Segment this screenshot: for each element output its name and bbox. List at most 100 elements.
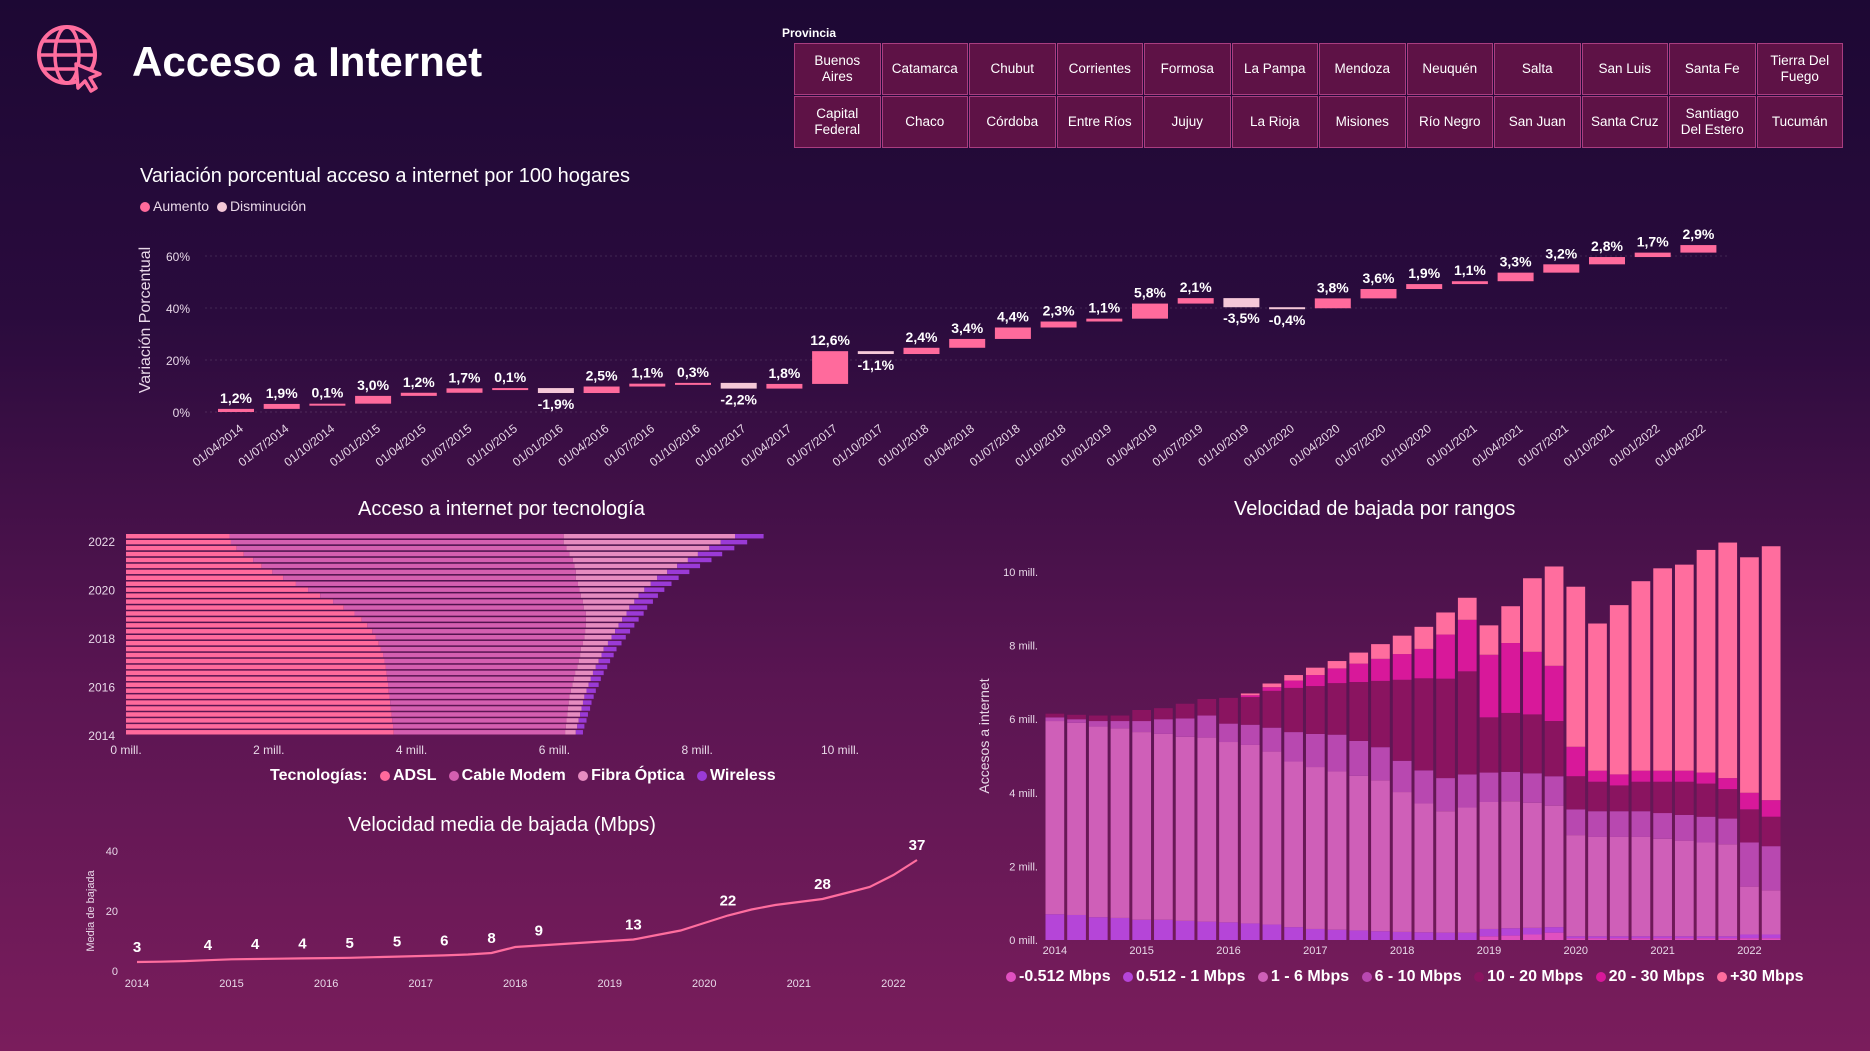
- legend-r6-dot: [1595, 971, 1606, 982]
- province-button[interactable]: Catamarca: [881, 43, 968, 95]
- province-button[interactable]: Buenos Aires: [794, 43, 881, 95]
- tech-bar-segment: [126, 652, 384, 658]
- province-button[interactable]: Río Negro: [1406, 96, 1493, 148]
- waterfall-data-label: 4,4%: [997, 309, 1029, 325]
- speed-bar-segment: [1088, 726, 1108, 918]
- speed-bar-segment: [1067, 914, 1086, 940]
- legend-decrease-dot: [216, 202, 227, 213]
- tech-bar-segment: [320, 593, 581, 598]
- tech-bar-segment: [392, 718, 567, 723]
- tech-bar-segment: [622, 617, 639, 622]
- tech-bar-segment: [577, 581, 651, 586]
- province-button[interactable]: Formosa: [1144, 43, 1231, 95]
- province-button[interactable]: Entre Ríos: [1056, 96, 1143, 148]
- waterfall-data-label: 0,3%: [677, 364, 709, 380]
- waterfall-bar: [1223, 298, 1260, 308]
- province-button[interactable]: La Rioja: [1231, 96, 1318, 148]
- province-button[interactable]: San Juan: [1494, 96, 1581, 148]
- speed-bar-segment: [1284, 680, 1303, 688]
- province-button[interactable]: Santa Cruz: [1581, 96, 1668, 148]
- tech-bar-segment: [126, 658, 385, 664]
- waterfall-chart: Variación Porcentual 0% 20% 40% 60% 1,2% 01/04…: [137, 226, 1730, 469]
- tech-bar-segment: [585, 623, 619, 628]
- waterfall-data-label: 1,2%: [220, 390, 252, 406]
- tech-bar-segment: [378, 640, 583, 646]
- velocity-ylabel: Media de bajada: [85, 869, 97, 951]
- tech-bar-segment: [584, 694, 594, 699]
- speed-bar-segment: [1588, 836, 1607, 937]
- tech-bar-segment: [308, 587, 580, 592]
- province-button[interactable]: Santa Fe: [1669, 43, 1756, 95]
- waterfall-data-label: 0,1%: [311, 385, 343, 401]
- province-button[interactable]: Tierra Del Fuego: [1756, 43, 1843, 95]
- waterfall-bar: [263, 403, 300, 409]
- speed-bar-segment: [1566, 809, 1586, 836]
- speed-bar-segment: [1262, 727, 1282, 752]
- speed-bar-segment: [1718, 938, 1738, 940]
- waterfall-data-label: 1,1%: [1454, 262, 1486, 278]
- tech-bar-segment: [126, 688, 389, 693]
- province-button[interactable]: Chaco: [881, 96, 968, 148]
- tech-bar-segment: [563, 534, 736, 539]
- tech-bar-segment: [126, 587, 309, 592]
- province-button[interactable]: Neuquén: [1406, 43, 1493, 95]
- province-button[interactable]: Capital Federal: [794, 96, 881, 148]
- province-button[interactable]: Chubut: [969, 43, 1056, 95]
- province-button[interactable]: Córdoba: [969, 96, 1056, 148]
- province-button[interactable]: Mendoza: [1319, 43, 1406, 95]
- tech-bar-segment: [261, 563, 575, 569]
- legend-increase-dot: [140, 202, 150, 213]
- tech-bar-segment: [588, 682, 599, 687]
- tech-bar-segment: [393, 724, 566, 729]
- waterfall-data-label: 1,1%: [631, 365, 663, 381]
- tech-bar-segment: [375, 635, 585, 640]
- waterfall-bar: [1589, 257, 1625, 265]
- speed-bar-segment: [1284, 927, 1303, 940]
- tech-xtick: 4 mill.: [396, 743, 427, 757]
- speed-bar-segment: [1761, 846, 1781, 891]
- province-button-label: Buenos Aires: [814, 53, 861, 84]
- tech-bar-segment: [709, 545, 735, 551]
- tech-bar-segment: [735, 534, 764, 539]
- speed-bar-segment: [1240, 923, 1260, 940]
- tech-bar-segment: [126, 623, 368, 628]
- tech-bar-segment: [586, 688, 596, 693]
- province-button[interactable]: Jujuy: [1144, 96, 1231, 148]
- speed-bar-segment: [1566, 938, 1586, 940]
- province-button-label: Río Negro: [1418, 114, 1481, 130]
- province-button[interactable]: Corrientes: [1056, 43, 1143, 95]
- tech-bar-segment: [629, 605, 648, 610]
- tech-bar-segment: [126, 611, 355, 616]
- province-button[interactable]: San Luis: [1581, 43, 1668, 95]
- speed-xtick: 2020: [1564, 945, 1588, 957]
- tech-legend: Tecnologías: ADSL Cable Modem Fibra Ópti…: [270, 767, 776, 785]
- tech-bar-segment: [126, 539, 231, 545]
- speed-xtick: 2019: [1477, 945, 1501, 957]
- speed-bar-segment: [1305, 667, 1325, 676]
- province-button[interactable]: Misiones: [1319, 96, 1406, 148]
- speed-bar-segment: [1740, 557, 1759, 793]
- province-button[interactable]: Santiago Del Estero: [1669, 96, 1756, 148]
- province-button[interactable]: Tucumán: [1756, 96, 1843, 148]
- speed-ranges-legend: -0.512 Mbps 0.512 - 1 Mbps 1 - 6 Mbps 6 …: [1006, 968, 1803, 986]
- speed-bar-segment: [1740, 842, 1759, 887]
- speed-bar-segment: [1588, 781, 1607, 812]
- tech-bar-segment: [126, 664, 386, 670]
- waterfall-bar: [492, 388, 529, 391]
- waterfall-bar: [1269, 307, 1306, 310]
- speed-bar-segment: [1414, 770, 1434, 804]
- province-button[interactable]: Salta: [1494, 43, 1581, 95]
- speed-bar-segment: [1631, 836, 1651, 937]
- waterfall-ytick: 0%: [173, 406, 191, 420]
- tech-bar-segment: [126, 557, 254, 563]
- speed-bar-segment: [1718, 818, 1738, 845]
- speed-bar-segment: [1154, 719, 1173, 734]
- speed-bar-segment: [1110, 721, 1130, 729]
- tech-bar-segment: [566, 545, 710, 551]
- speed-bar-segment: [1371, 780, 1390, 932]
- velocity-ytick: 0: [112, 966, 118, 978]
- tech-bar-segment: [595, 664, 608, 670]
- tech-bar-segment: [582, 599, 635, 604]
- province-button[interactable]: La Pampa: [1231, 43, 1318, 95]
- speed-bar-segment: [1240, 695, 1260, 698]
